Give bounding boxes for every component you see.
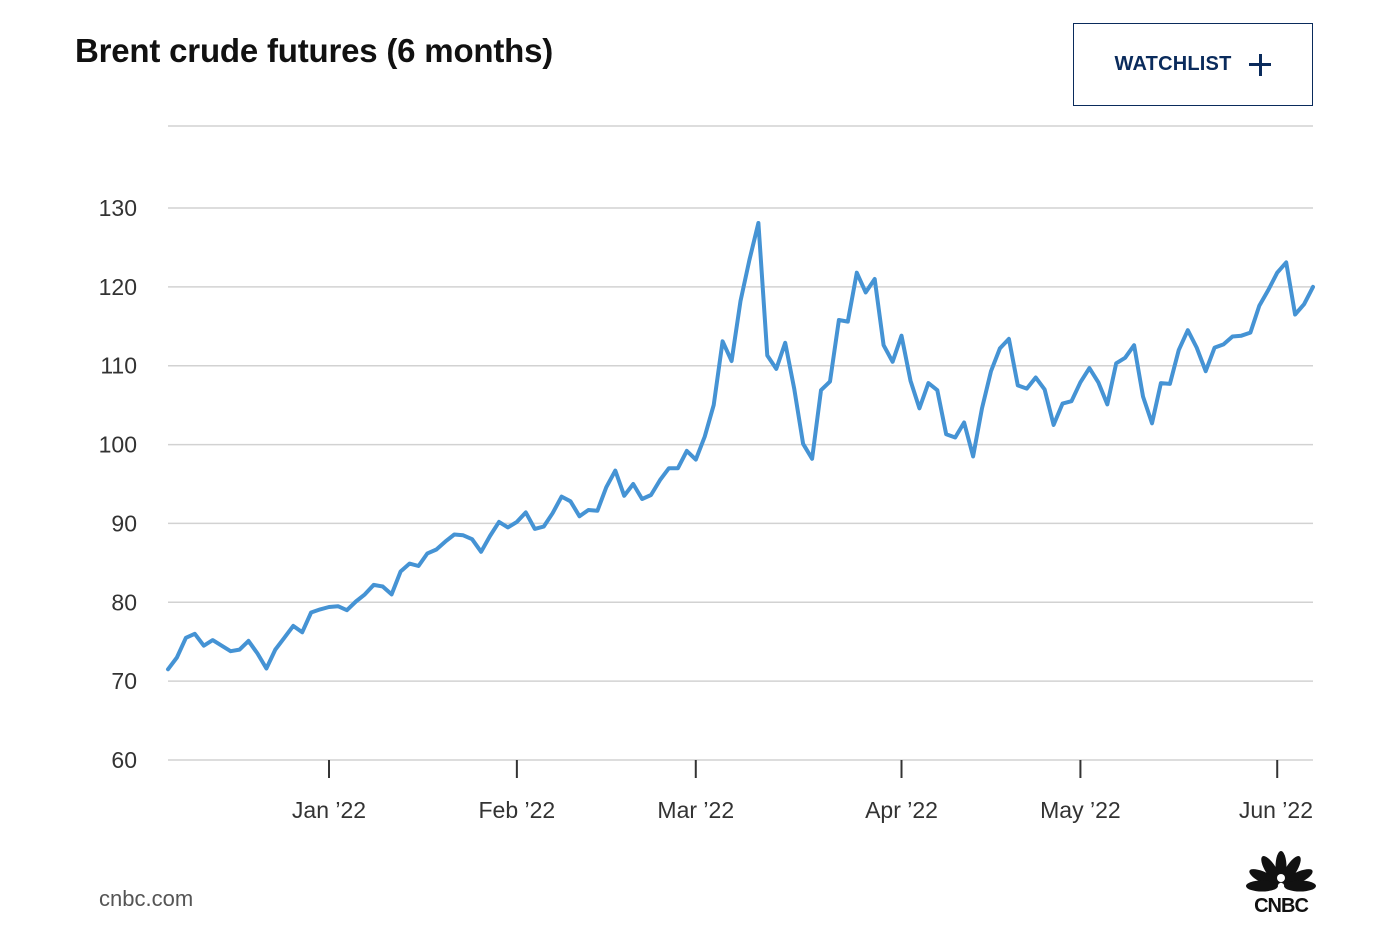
watchlist-label: WATCHLIST xyxy=(1114,53,1232,75)
y-tick-label: 80 xyxy=(111,589,137,615)
source-label: cnbc.com xyxy=(99,886,194,911)
x-tick-label: Mar ’22 xyxy=(657,797,734,823)
y-tick-label: 90 xyxy=(111,510,137,536)
x-tick-label: Apr ’22 xyxy=(865,797,938,823)
cnbc-peacock-logo: CNBC xyxy=(1236,851,1326,916)
y-tick-label: 100 xyxy=(99,432,137,458)
x-tick-label: Feb ’22 xyxy=(479,797,556,823)
watchlist-button[interactable]: WATCHLIST xyxy=(1073,23,1313,106)
y-tick-label: 70 xyxy=(111,668,137,694)
y-tick-label: 110 xyxy=(100,353,137,379)
y-tick-label: 60 xyxy=(111,747,137,773)
page-title: Brent crude futures (6 months) xyxy=(75,32,554,69)
series-line xyxy=(166,221,1315,672)
x-tick-label: Jan ’22 xyxy=(292,797,366,823)
y-tick-label: 120 xyxy=(99,274,137,300)
x-tick-label: Jun ’22 xyxy=(1239,797,1313,823)
y-tick-label: 130 xyxy=(99,195,137,221)
cnbc-logo-text: CNBC xyxy=(1254,895,1308,916)
x-tick-label: May ’22 xyxy=(1040,797,1121,823)
plus-icon xyxy=(1249,53,1272,76)
